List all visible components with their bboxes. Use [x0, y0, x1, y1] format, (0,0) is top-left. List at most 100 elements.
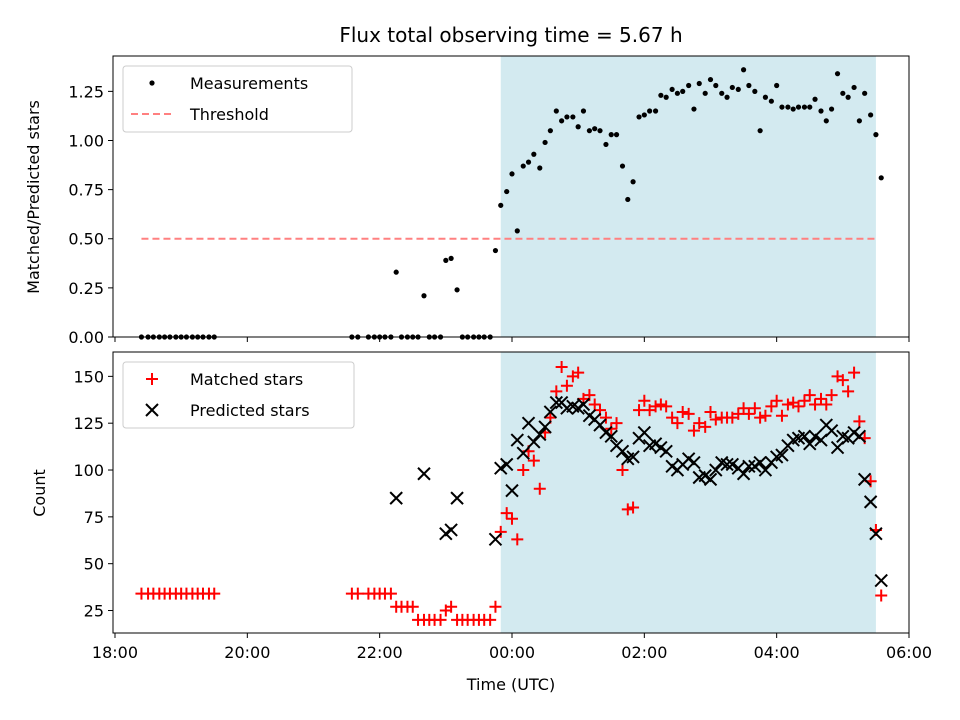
matched-stars-point: [814, 392, 827, 405]
measurement-point: [636, 114, 642, 120]
measurement-point: [564, 114, 570, 120]
y-tick-label: 0.00: [68, 328, 104, 347]
x-tick-label: 02:00: [621, 643, 667, 662]
predicted-stars-point: [703, 472, 718, 487]
measurement-point: [818, 108, 824, 114]
predicted-stars-point: [593, 418, 607, 432]
measurement-point: [669, 86, 675, 93]
predicted-stars-point: [758, 463, 773, 477]
predicted-stars-point: [543, 405, 558, 419]
measurement-point: [393, 269, 399, 275]
predicted-stars-point: [857, 472, 872, 487]
predicted-stars-point: [488, 532, 503, 547]
matched-stars-point: [494, 525, 507, 538]
measurement-point: [514, 228, 520, 234]
predicted-stars-point: [521, 416, 536, 430]
predicted-stars-point: [516, 446, 530, 460]
measurement-point: [801, 104, 808, 110]
chart-title: Flux total observing time = 5.67 h: [339, 23, 682, 47]
predicted-stars-point: [549, 395, 564, 410]
top-panel: 0.00 0.25 0.50 0.75 1.00 1.25 Matched/Predict…: [24, 55, 910, 347]
measurement-point: [641, 112, 647, 118]
y-tick-label: 100: [73, 461, 104, 480]
measurement-point: [570, 114, 576, 120]
matched-stars-point: [638, 394, 651, 407]
y-tick-label: 75: [84, 508, 104, 527]
measurement-point: [762, 94, 769, 100]
matched-stars-point: [434, 613, 447, 626]
measurement-point: [840, 90, 846, 96]
measurement-point: [663, 94, 669, 100]
y-tick-label: 150: [73, 367, 104, 386]
x-tick-label: 18:00: [92, 643, 138, 662]
measurement-point: [686, 82, 692, 89]
measurement-point: [448, 255, 454, 261]
predicted-stars-point: [510, 433, 524, 447]
x-tick-label: 00:00: [489, 643, 535, 662]
measurement-point: [828, 106, 835, 112]
predicted-stars-point: [450, 491, 464, 505]
matched-stars-point: [517, 464, 530, 477]
measurement-point: [592, 126, 598, 132]
matched-stars-point: [732, 407, 745, 420]
predicted-stars-point: [824, 423, 839, 438]
predicted-stars-point: [869, 527, 883, 541]
measurement-point: [707, 76, 714, 83]
measurement-point: [812, 96, 818, 102]
matched-stars-point: [709, 413, 722, 426]
measurement-point: [575, 124, 581, 130]
matched-stars-point: [803, 389, 816, 402]
matched-stars-point: [820, 398, 833, 411]
measurement-point: [608, 132, 614, 138]
matched-stars-point: [605, 422, 618, 435]
matched-stars-point: [660, 400, 673, 413]
predicted-stars-point: [576, 397, 591, 412]
legend-threshold-label: Threshold: [189, 105, 269, 124]
predicted-stars-point: [533, 427, 547, 442]
measurement-point: [443, 257, 449, 263]
measurement-point: [509, 171, 515, 177]
measurement-point: [586, 128, 593, 134]
matched-stars-point: [671, 417, 684, 430]
y-tick-label: 1.00: [68, 131, 104, 150]
predicted-stars-point: [417, 467, 431, 481]
matched-stars-point: [208, 587, 221, 600]
matched-stars-point: [775, 409, 788, 422]
predicted-stars-point: [803, 437, 817, 451]
measurement-point: [553, 108, 559, 114]
measurement-point: [498, 202, 504, 208]
matched-stars-point: [853, 415, 866, 428]
measurement-point: [719, 90, 725, 96]
measurement-point: [735, 86, 741, 93]
measurement-point: [757, 128, 763, 134]
bottom-panel-marks: [135, 360, 888, 626]
top-panel-frame: [112, 55, 910, 338]
bottom-panel-observing-window: [500, 352, 876, 633]
matched-stars-point: [351, 587, 364, 600]
legend-measurements-label: Measurements: [190, 74, 308, 93]
matched-stars-point: [599, 411, 612, 424]
measurement-point: [729, 84, 735, 91]
matched-stars-point: [560, 379, 573, 392]
predicted-stars-point: [725, 457, 740, 472]
legend-predicted-stars-marker: [145, 403, 159, 417]
predicted-stars-point: [389, 491, 403, 505]
measurement-point: [878, 175, 884, 181]
x-tick-label: 22:00: [357, 643, 403, 662]
predicted-stars-point: [709, 463, 723, 477]
matched-stars-point: [505, 512, 518, 525]
matched-stars-point: [500, 507, 513, 520]
matched-stars-point: [406, 600, 419, 613]
measurement-point: [504, 188, 510, 195]
measurement-point: [580, 108, 587, 114]
predicted-stars-point: [444, 523, 458, 537]
predicted-stars-point: [494, 461, 508, 475]
measurement-point: [752, 88, 758, 94]
measurement-point: [674, 90, 681, 96]
measurement-point: [680, 88, 686, 94]
bottom-panel-x-axis: 18:00 20:00 22:00 00:00 02:00 04:00 06:00: [92, 633, 932, 662]
measurement-point: [696, 80, 702, 87]
x-tick-label: 04:00: [754, 643, 800, 662]
matched-stars-point: [527, 454, 540, 467]
measurement-point: [740, 67, 747, 73]
